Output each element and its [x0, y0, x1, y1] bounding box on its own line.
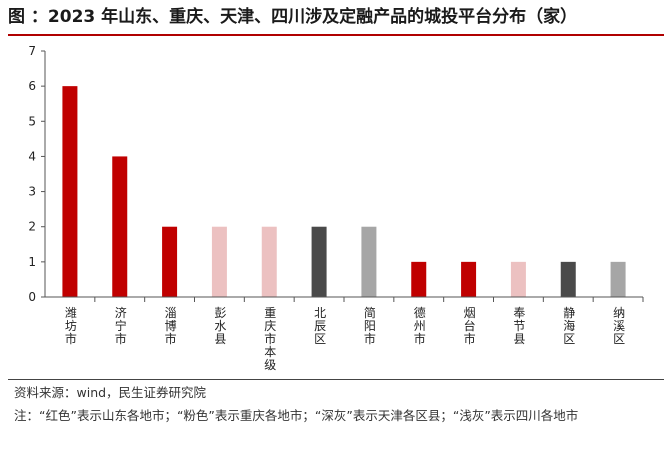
bar-静海区 — [560, 261, 576, 297]
x-tick-label: 简阳市 — [364, 306, 376, 346]
title-divider — [8, 34, 664, 36]
bar-淄博市 — [162, 226, 178, 297]
x-tick-label: 烟台市 — [464, 306, 476, 346]
x-tick-label: 重庆市本级 — [264, 306, 276, 372]
source-text: 资料来源：wind，民生证券研究院 — [14, 385, 207, 400]
x-tick-label: 彭水县 — [214, 306, 226, 346]
y-tick-label: 3 — [28, 185, 36, 199]
y-tick-label: 6 — [28, 79, 36, 93]
bar-奉节县 — [510, 261, 526, 297]
footer-divider — [8, 379, 664, 380]
x-tick-label: 静海区 — [563, 306, 575, 346]
x-axis: 潍坊市 济宁市 淄博市 彭水县 重庆市本级 北辰区 简阳市 德州市 烟台市 奉节县 静海区 纳溪区 — [45, 296, 644, 372]
x-tick-label: 济宁市 — [115, 305, 127, 346]
bar-潍坊市 — [62, 86, 78, 297]
bar-简阳市 — [361, 226, 377, 297]
chart-title: 图 ：2023 年山东、重庆、天津、四川涉及定融产品的城投平台分布（家） — [8, 7, 578, 27]
x-tick-label: 奉节县 — [513, 306, 525, 346]
bars — [62, 86, 626, 297]
bar-chart: 0 1 2 3 4 5 6 7 潍坊市 济宁市 淄博市 彭水县 重庆市本级 北辰区 简阳市 德州市 烟台市 奉节… — [28, 44, 644, 372]
bar-重庆市本级 — [261, 226, 277, 297]
x-tick-label: 纳溪区 — [613, 306, 625, 346]
bar-北辰区 — [311, 226, 327, 297]
y-tick-label: 0 — [28, 290, 36, 304]
x-tick-label: 德州市 — [414, 305, 426, 346]
x-tick-label: 北辰区 — [314, 306, 326, 346]
y-tick-label: 5 — [28, 114, 36, 128]
x-tick-label: 潍坊市 — [65, 306, 77, 346]
bar-济宁市 — [112, 156, 128, 297]
y-tick-label: 7 — [28, 44, 36, 58]
bar-烟台市 — [461, 261, 477, 297]
bar-纳溪区 — [610, 261, 626, 297]
y-axis: 0 1 2 3 4 5 6 7 — [28, 44, 46, 304]
y-tick-label: 4 — [28, 149, 36, 163]
y-tick-label: 1 — [28, 255, 36, 269]
y-tick-label: 2 — [28, 220, 36, 234]
bar-德州市 — [411, 261, 427, 297]
bar-彭水县 — [211, 226, 227, 297]
note-text: 注：“红色”表示山东各地市；“粉色”表示重庆各地市；“深灰”表示天津各区县；“浅… — [14, 408, 579, 423]
x-tick-label: 淄博市 — [165, 306, 177, 346]
